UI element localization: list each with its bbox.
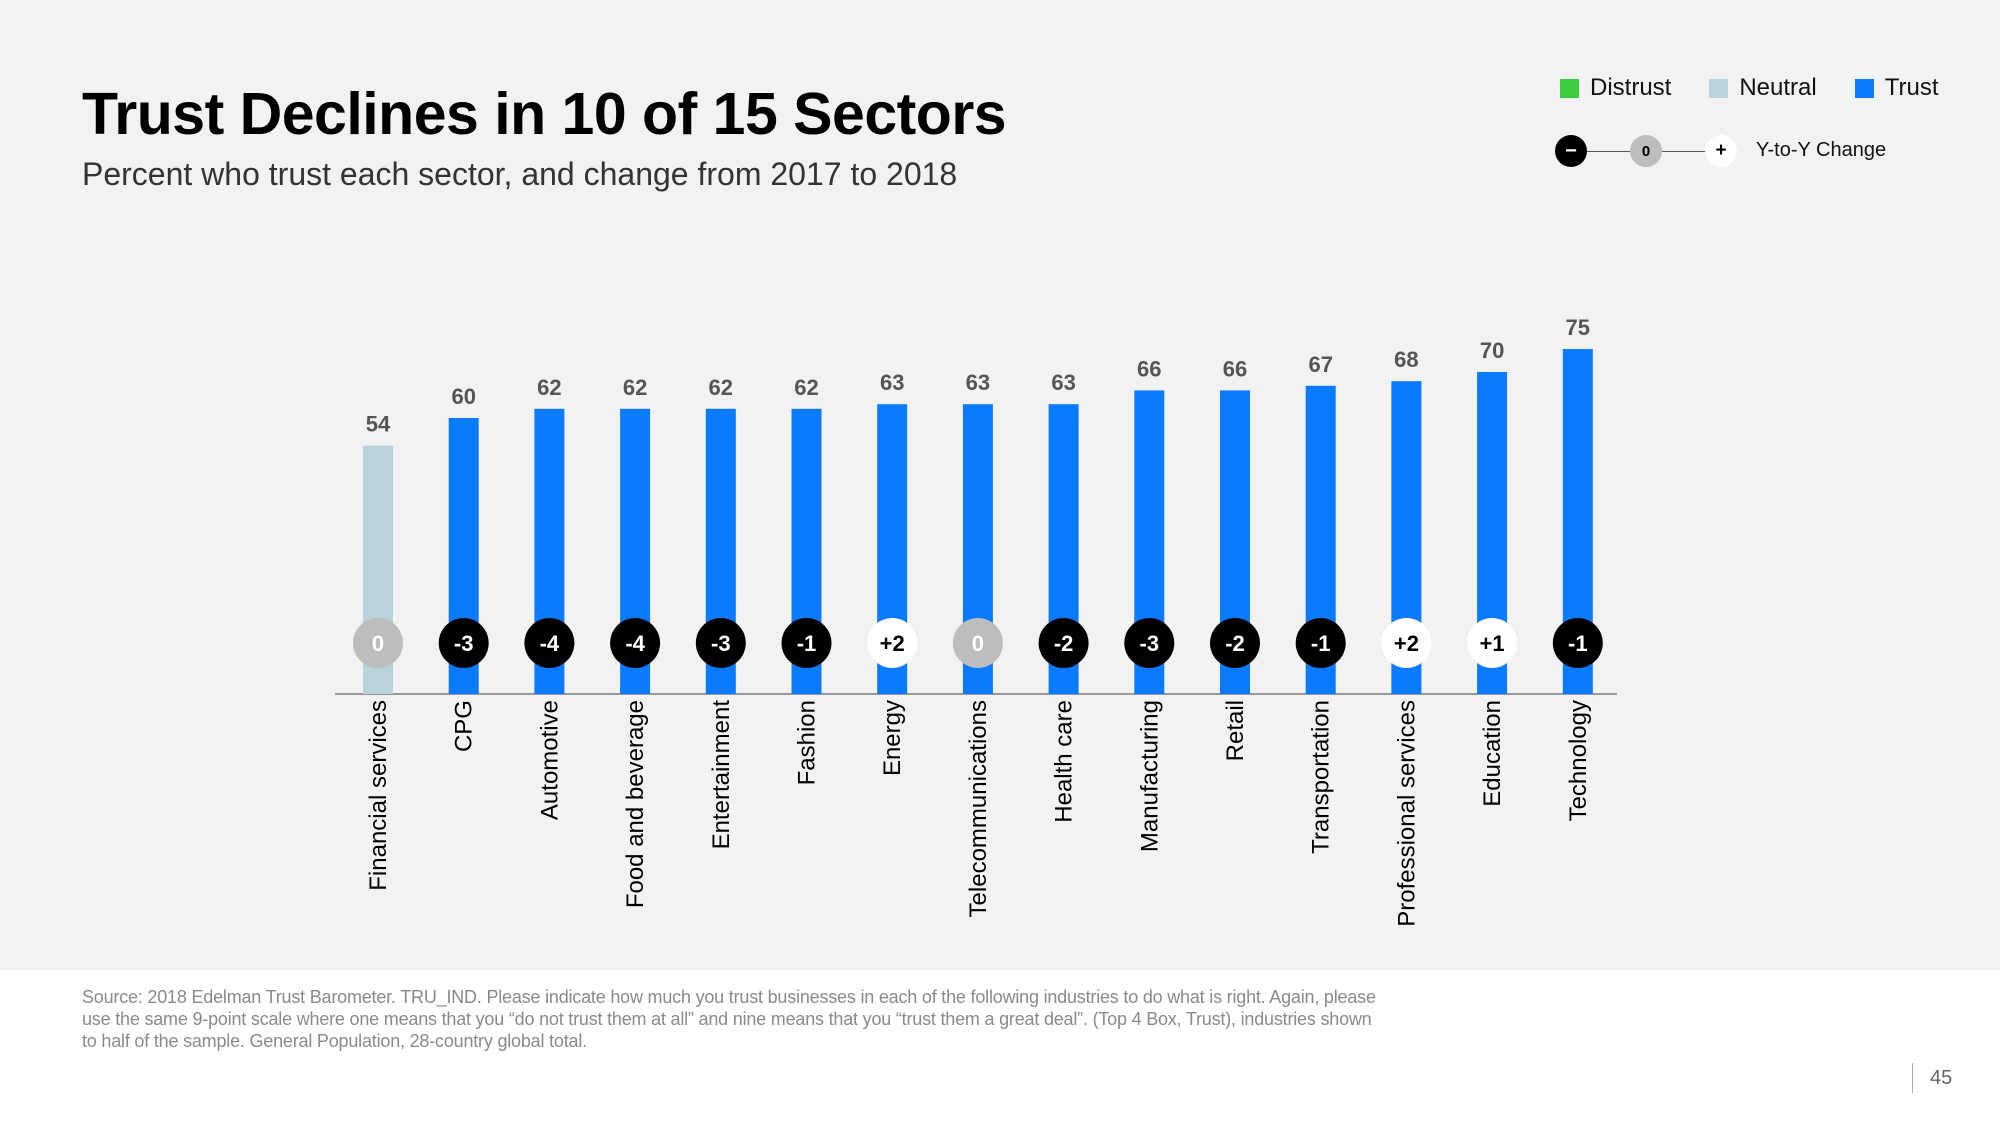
change-badge-manufacturing: [1124, 618, 1175, 668]
legend-label-distrust: Distrust: [1590, 74, 1672, 101]
legend-item-trust: Trust: [1854, 74, 1939, 102]
category-label-financial-services: Financial services: [365, 700, 392, 891]
change-label-cpg: -3: [454, 631, 474, 656]
change-label-entertainment: -3: [711, 631, 731, 656]
change-label-manufacturing: -3: [1140, 631, 1160, 656]
category-label-cpg: CPG: [451, 700, 478, 752]
change-badge-entertainment: [695, 618, 746, 668]
value-label-fashion: 62: [794, 375, 818, 400]
change-badge-education: [1467, 618, 1518, 668]
change-badge-health-care: [1038, 618, 1089, 668]
change-key-negative-circle: −: [1555, 135, 1587, 167]
value-label-professional-services: 68: [1394, 347, 1418, 372]
value-label-manufacturing: 66: [1137, 356, 1161, 381]
change-label-telecommunications: 0: [972, 631, 984, 656]
change-label-transportation: -1: [1311, 631, 1331, 656]
category-label-automotive: Automotive: [536, 700, 563, 820]
legend-label-neutral: Neutral: [1739, 74, 1817, 101]
value-label-health-care: 63: [1051, 370, 1075, 395]
value-label-transportation: 67: [1308, 352, 1332, 377]
category-label-fashion: Fashion: [794, 700, 821, 785]
change-badge-transportation: [1295, 618, 1346, 668]
category-label-telecommunications: Telecommunications: [965, 700, 992, 917]
value-label-financial-services: 54: [366, 412, 391, 437]
change-label-professional-services: +2: [1394, 631, 1419, 656]
category-label-health-care: Health care: [1051, 700, 1078, 823]
change-key-label: Y-to-Y Change: [1756, 139, 1887, 161]
change-badge-fashion: [781, 618, 832, 668]
legend-swatch-distrust: [1560, 78, 1579, 98]
change-badge-professional-services: [1381, 618, 1432, 668]
change-key-positive-circle: +: [1705, 135, 1737, 167]
category-label-entertainment: Entertainment: [708, 700, 735, 850]
legend-label-trust: Trust: [1884, 74, 1939, 101]
legend-item-distrust: Distrust: [1560, 74, 1671, 102]
value-label-telecommunications: 63: [966, 370, 990, 395]
legend-item-neutral: Neutral: [1709, 74, 1817, 102]
category-label-education: Education: [1479, 700, 1506, 807]
change-label-fashion: -1: [797, 631, 817, 656]
change-key-zero-circle: 0: [1630, 135, 1662, 167]
category-label-energy: Energy: [879, 700, 906, 776]
change-label-energy: +2: [880, 631, 905, 656]
legend-swatch-neutral: [1709, 78, 1729, 98]
category-label-food-and-beverage: Food and beverage: [622, 700, 649, 908]
change-label-education: +1: [1480, 631, 1505, 656]
change-key: − 0 + Y-to-Y Change: [1555, 134, 1975, 170]
page-number-divider: [1912, 1063, 1913, 1093]
change-label-health-care: -2: [1054, 631, 1074, 656]
change-key-line-right: [1662, 151, 1705, 152]
change-label-retail: -2: [1225, 631, 1245, 656]
category-label-technology: Technology: [1565, 700, 1592, 821]
value-label-technology: 75: [1566, 315, 1590, 340]
change-label-automotive: -4: [540, 631, 560, 656]
change-badge-energy: [867, 618, 918, 668]
value-label-cpg: 60: [451, 384, 475, 409]
source-note: Source: 2018 Edelman Trust Barometer. TR…: [82, 987, 1376, 1051]
value-label-education: 70: [1480, 338, 1504, 363]
change-label-financial-services: 0: [372, 631, 384, 656]
category-label-retail: Retail: [1222, 700, 1249, 761]
change-key-line-left: [1587, 151, 1630, 152]
change-badge-automotive: [524, 618, 575, 668]
legend-swatch-trust: [1854, 78, 1874, 98]
category-label-manufacturing: Manufacturing: [1136, 700, 1163, 852]
slide-background: [0, 0, 2000, 970]
page-subtitle: Percent who trust each sector, and chang…: [82, 156, 958, 192]
value-label-energy: 63: [880, 370, 904, 395]
value-label-automotive: 62: [537, 375, 561, 400]
change-badge-technology: [1552, 618, 1603, 668]
value-label-entertainment: 62: [709, 375, 733, 400]
change-badge-retail: [1210, 618, 1260, 668]
category-label-transportation: Transportation: [1308, 700, 1335, 854]
value-label-food-and-beverage: 62: [623, 375, 647, 400]
change-badge-financial-services: [353, 618, 403, 668]
page-title: Trust Declines in 10 of 15 Sectors: [82, 81, 1007, 147]
page-number: 45: [1930, 1067, 1953, 1089]
chart-legend: Distrust Neutral Trust: [1560, 74, 1977, 102]
trust-bar-chart: 54 0 Financial services 60 -3 CPG 62 -4 Automoti…: [335, 315, 1617, 927]
change-label-technology: -1: [1568, 631, 1588, 656]
change-badge-food-and-beverage: [610, 618, 661, 668]
category-label-professional-services: Professional services: [1393, 700, 1420, 927]
change-label-food-and-beverage: -4: [625, 631, 645, 656]
change-badge-telecommunications: [952, 618, 1003, 668]
value-label-retail: 66: [1223, 356, 1247, 381]
change-badge-cpg: [438, 618, 489, 668]
